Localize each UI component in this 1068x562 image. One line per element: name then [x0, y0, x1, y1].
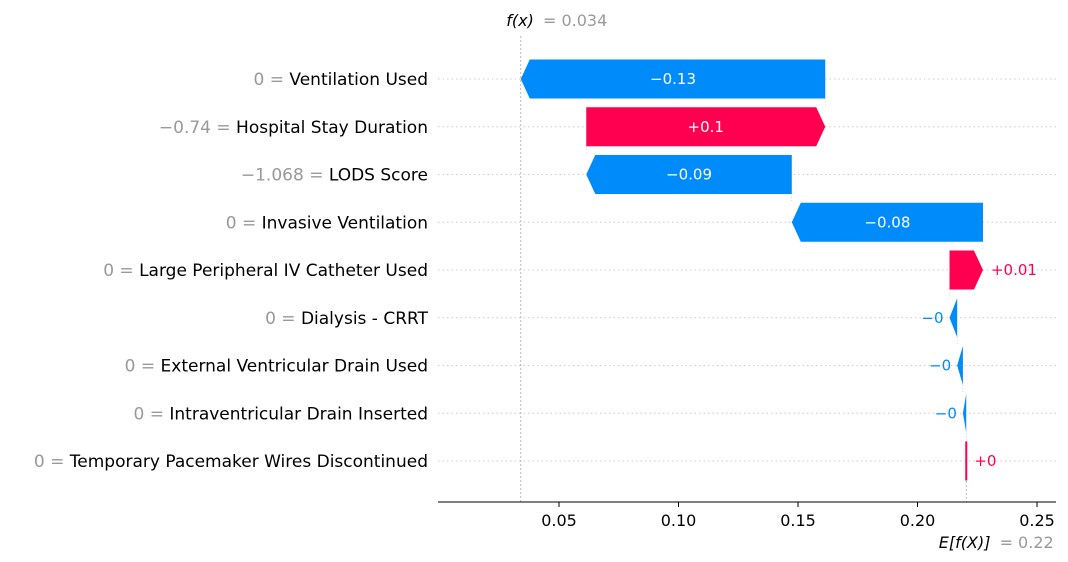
feature-name: Dialysis - CRRT: [301, 309, 429, 329]
feature-name: Invasive Ventilation: [262, 213, 428, 233]
bar-7: [957, 346, 963, 385]
bar-2: [586, 107, 826, 147]
x-tick-label: 0.20: [900, 511, 936, 530]
feature-value: 0 =: [125, 357, 161, 377]
bar-value-label: −0.13: [650, 70, 696, 88]
feature-name: Large Peripheral IV Catheter Used: [139, 261, 428, 281]
bar-value-label: +0: [974, 452, 996, 470]
base-value-text: = 0.22: [1000, 533, 1054, 552]
feature-name: Temporary Pacemaker Wires Discontinued: [69, 452, 428, 472]
output-value-text: = 0.034: [543, 11, 607, 30]
feature-value: 0 =: [226, 213, 262, 233]
feature-label: −0.74 = Hospital Stay Duration: [159, 118, 428, 138]
bar-value-label: +0.1: [688, 118, 724, 136]
bar-4: [791, 202, 983, 242]
feature-label: 0 = Large Peripheral IV Catheter Used: [103, 261, 428, 281]
x-tick-label: 0.10: [661, 511, 697, 530]
bars: −0.13 +0.1 −0.09 −0.08 +0.01 −0 −0 −0 +0: [520, 59, 1037, 481]
feature-name: LODS Score: [329, 166, 428, 186]
feature-label: 0 = External Ventricular Drain Used: [125, 357, 428, 377]
base-label-name: E[f(X)]: [939, 533, 991, 552]
bar-value-label: −0: [929, 357, 951, 375]
bar-3: [586, 155, 792, 194]
base-value-label: E[f(X)] = 0.22: [939, 533, 1054, 552]
bar-value-label: −0: [935, 404, 957, 422]
feature-value: 0 =: [265, 309, 301, 329]
feature-name: External Ventricular Drain Used: [161, 357, 428, 377]
x-tick-label: 0.15: [780, 511, 816, 530]
bar-6: [949, 298, 958, 338]
output-value-label: f(x) = 0.034: [506, 11, 607, 30]
feature-label: 0 = Ventilation Used: [254, 70, 428, 90]
bar-5: [949, 250, 983, 290]
reference-lines: [520, 36, 967, 502]
feature-label: 0 = Intraventricular Drain Inserted: [134, 404, 428, 424]
bar-value-label: +0.01: [991, 261, 1037, 279]
feature-value: −1.068 =: [241, 166, 329, 186]
feature-label: −1.068 = LODS Score: [241, 166, 428, 186]
feature-value: 0 =: [34, 452, 70, 472]
bar-8: [962, 393, 967, 433]
feature-name: Hospital Stay Duration: [236, 118, 428, 138]
feature-labels: 0 = Ventilation Used −0.74 = Hospital Sta…: [34, 70, 429, 472]
feature-name: Intraventricular Drain Inserted: [169, 404, 428, 424]
x-tick-label: 0.25: [1019, 511, 1055, 530]
feature-value: 0 =: [254, 70, 290, 90]
feature-label: 0 = Temporary Pacemaker Wires Discontinu…: [34, 452, 428, 472]
feature-value: −0.74 =: [159, 118, 236, 138]
bar-value-label: −0.09: [666, 166, 712, 184]
feature-value: 0 =: [134, 404, 170, 424]
feature-value: 0 =: [103, 261, 139, 281]
bar-1: [520, 59, 826, 99]
bar-value-label: −0: [921, 309, 943, 327]
bar-value-label: −0.08: [864, 213, 910, 231]
feature-name: Ventilation Used: [289, 70, 428, 90]
annotations: f(x) = 0.034 E[f(X)] = 0.22: [506, 11, 1053, 552]
feature-label: 0 = Dialysis - CRRT: [265, 309, 429, 329]
x-axis: 0.05 0.10 0.15 0.20 0.25: [438, 501, 1056, 530]
output-label-name: f(x): [506, 11, 534, 30]
feature-label: 0 = Invasive Ventilation: [226, 213, 428, 233]
x-tick-label: 0.05: [541, 511, 577, 530]
